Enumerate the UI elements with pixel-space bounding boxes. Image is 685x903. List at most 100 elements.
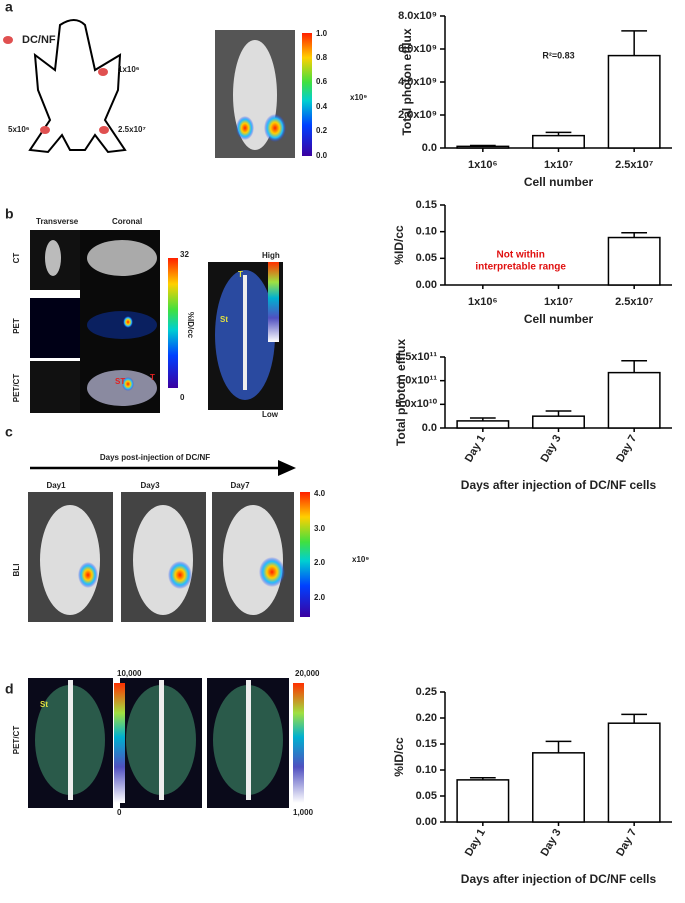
- colorbar-label: 20,000: [295, 669, 320, 678]
- y-tick-label: 0.05: [416, 790, 437, 802]
- y-tick-label: 8.0x10⁹: [398, 10, 437, 22]
- colorbar-label: 2.0: [314, 593, 326, 602]
- image-mark: T: [150, 373, 155, 382]
- panel-label: a: [5, 0, 13, 15]
- colorbar-unit: x10⁹: [350, 93, 367, 102]
- colorbar-label: 1.0: [316, 29, 328, 38]
- annotation: R²=0.83: [542, 50, 574, 60]
- x-tick-label: 1x10⁷: [544, 296, 573, 308]
- row-label: PET/CT: [12, 726, 21, 755]
- colorbar-label: 3.0: [314, 524, 326, 533]
- x-tick-label: 2.5x10⁷: [615, 296, 654, 308]
- panel-label: d: [5, 681, 14, 697]
- scale-label: High: [262, 251, 280, 260]
- x-tick-label: Day 7: [614, 827, 639, 858]
- row-label: CT: [12, 253, 21, 264]
- y-tick-label: 0.10: [416, 764, 437, 776]
- y-tick-label: 0.00: [416, 279, 437, 291]
- y-axis-label: %ID/cc: [392, 737, 406, 777]
- panel-label: c: [5, 424, 13, 440]
- arrow-label: Days post-injection of DC/NF: [100, 453, 210, 462]
- image-mark: T: [238, 270, 243, 279]
- panel-label: b: [5, 206, 14, 222]
- x-axis-label: Cell number: [524, 312, 594, 326]
- bar: [607, 236, 661, 286]
- dose-label: 5x10⁶: [8, 125, 30, 134]
- x-tick-label: Day 3: [539, 433, 564, 464]
- dose-label: 1x10⁶: [118, 65, 140, 74]
- colorbar-label: 4.0: [314, 489, 326, 498]
- colorbar-label: 1,000: [293, 808, 314, 817]
- y-tick-label: 0.00: [416, 816, 437, 828]
- x-tick-label: Day 1: [463, 827, 488, 858]
- y-tick-label: 0.10: [416, 226, 437, 238]
- x-tick-label: 1x10⁷: [544, 159, 573, 171]
- image-mark: St: [40, 700, 48, 709]
- image-mark: ST: [115, 377, 125, 386]
- bar: [532, 134, 585, 149]
- row-label: PET: [12, 318, 21, 334]
- bar: [456, 145, 510, 149]
- dose-label: 2.5x10⁷: [118, 125, 146, 134]
- colorbar-label: 32: [180, 250, 189, 259]
- y-tick-label: 0.25: [416, 686, 437, 698]
- y-tick-label: 5.0x10¹⁰: [395, 398, 437, 410]
- colorbar-label: 0.6: [316, 77, 328, 86]
- bar: [607, 54, 661, 149]
- y-tick-label: 1.5x10¹¹: [396, 351, 437, 363]
- colorbar-unit: x10⁹: [352, 555, 369, 564]
- view-label: Coronal: [112, 217, 142, 226]
- colorbar-label: 0.4: [316, 102, 328, 111]
- bli-images: [28, 492, 310, 622]
- x-tick-label: 2.5x10⁷: [615, 159, 654, 171]
- y-tick-label: 0.0: [422, 142, 437, 154]
- y-tick-label: 0.20: [416, 712, 437, 724]
- y-axis-label: %ID/cc: [392, 225, 406, 265]
- row-label: BLI: [12, 564, 21, 577]
- x-axis-label: Days after injection of DC/NF cells: [461, 478, 657, 492]
- bli-image: [215, 30, 312, 158]
- bar: [532, 415, 585, 429]
- x-axis-label: Days after injection of DC/NF cells: [461, 872, 657, 886]
- legend-label: DC/NF: [22, 34, 56, 46]
- colorbar-label: 0.0: [316, 151, 328, 160]
- x-tick-label: Day 3: [539, 827, 564, 858]
- bar: [607, 371, 661, 429]
- y-tick-label: 0.15: [416, 738, 437, 750]
- y-tick-label: 1.0x10¹¹: [396, 375, 437, 387]
- image-mark: St: [220, 315, 228, 324]
- colorbar-label: 0.2: [316, 126, 328, 135]
- day-label: Day1: [46, 481, 66, 490]
- y-tick-label: 0.05: [416, 252, 437, 264]
- y-axis-label: Total photon efflux: [400, 28, 414, 135]
- annotation: interpretable range: [475, 262, 566, 273]
- bar: [607, 722, 661, 823]
- annotation: Not within: [497, 250, 545, 261]
- bar: [456, 420, 510, 429]
- colorbar-label: 2.0: [314, 558, 326, 567]
- x-tick-label: 1x10⁶: [468, 159, 498, 171]
- mouse-diagram: [3, 19, 127, 154]
- row-label: PET/CT: [12, 374, 21, 403]
- x-tick-label: Day 7: [614, 433, 639, 464]
- y-tick-label: 4.0x10⁹: [398, 76, 437, 88]
- colorbar-label: 0: [180, 393, 185, 402]
- scale-label: Low: [262, 410, 279, 419]
- y-tick-label: 2.0x10⁹: [398, 109, 437, 121]
- y-tick-label: 6.0x10⁹: [398, 43, 437, 55]
- view-label: Transverse: [36, 217, 79, 226]
- colorbar-unit: %ID/cc: [186, 312, 195, 339]
- bar: [532, 752, 585, 823]
- colorbar-label: 10,000: [117, 669, 142, 678]
- x-axis-label: Cell number: [524, 175, 594, 189]
- y-axis-label: Total photon efflux: [394, 339, 408, 446]
- pet-ct-images: [28, 678, 304, 808]
- bar: [456, 779, 510, 823]
- day-label: Day7: [230, 481, 250, 490]
- y-tick-label: 0.0: [422, 422, 437, 434]
- x-tick-label: Day 1: [463, 433, 488, 464]
- colorbar-label: 0.8: [316, 53, 328, 62]
- x-tick-label: 1x10⁶: [468, 296, 498, 308]
- pet-ct-images: [30, 230, 283, 413]
